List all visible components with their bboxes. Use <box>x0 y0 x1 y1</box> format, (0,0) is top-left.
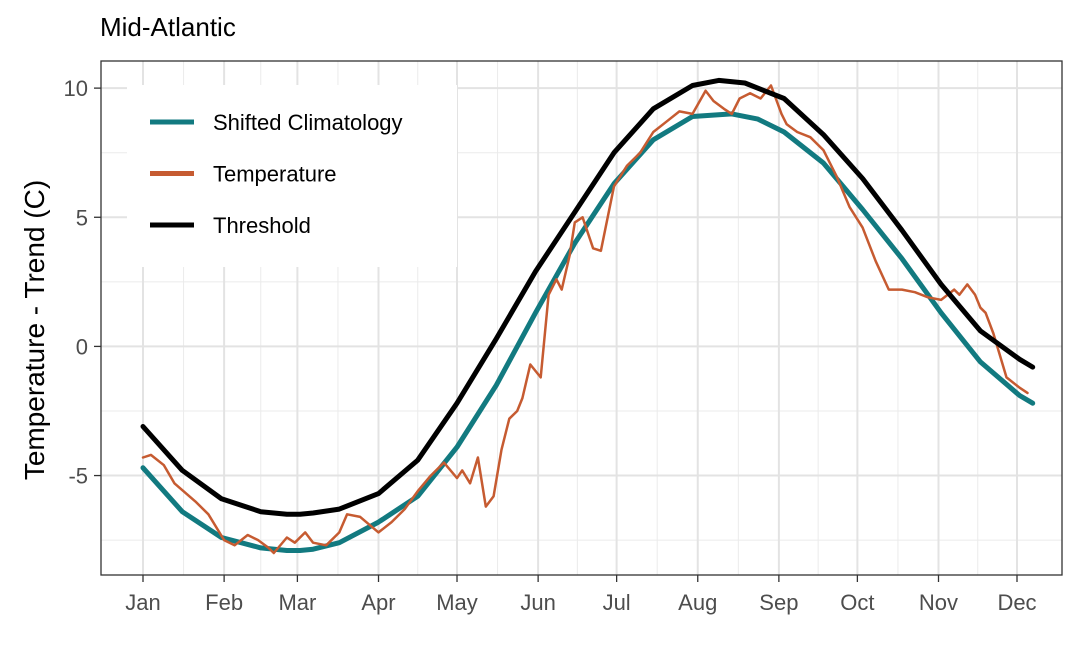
legend-label: Threshold <box>213 213 311 238</box>
legend: Shifted Climatology Temperature Threshold <box>127 85 457 267</box>
y-axis: -5 0 5 10 <box>64 76 101 489</box>
x-tick-label: Jan <box>125 590 160 615</box>
x-tick-label: Nov <box>919 590 958 615</box>
x-tick-label: May <box>436 590 478 615</box>
series-lines <box>140 77 1036 555</box>
x-tick-label: Mar <box>278 590 316 615</box>
series-line-shifted-climatology <box>140 111 1036 553</box>
x-tick-label: Dec <box>997 590 1036 615</box>
x-tick-label: Jul <box>603 590 631 615</box>
y-axis-label: Temperature - Trend (C) <box>19 180 50 480</box>
x-tick-label: Aug <box>678 590 717 615</box>
series-line-temperature <box>141 84 1029 555</box>
legend-label: Shifted Climatology <box>213 110 403 135</box>
x-axis: Jan Feb Mar Apr May Jun Jul Aug Sep Oct Nov Dec <box>125 575 1037 615</box>
y-tick-label: 5 <box>76 205 88 230</box>
x-tick-label: Jun <box>520 590 555 615</box>
legend-label: Temperature <box>213 162 337 187</box>
y-tick-label: 10 <box>64 76 88 101</box>
y-tick-label: -5 <box>68 464 88 489</box>
x-tick-label: Apr <box>361 590 395 615</box>
x-tick-label: Oct <box>840 590 874 615</box>
x-tick-label: Sep <box>759 590 798 615</box>
chart-title: Mid-Atlantic <box>100 12 236 42</box>
minor-gridlines <box>101 61 1062 575</box>
x-tick-label: Feb <box>205 590 243 615</box>
series-line-threshold <box>140 77 1036 517</box>
y-tick-label: 0 <box>76 334 88 359</box>
plot-panel-border <box>100 60 1063 576</box>
